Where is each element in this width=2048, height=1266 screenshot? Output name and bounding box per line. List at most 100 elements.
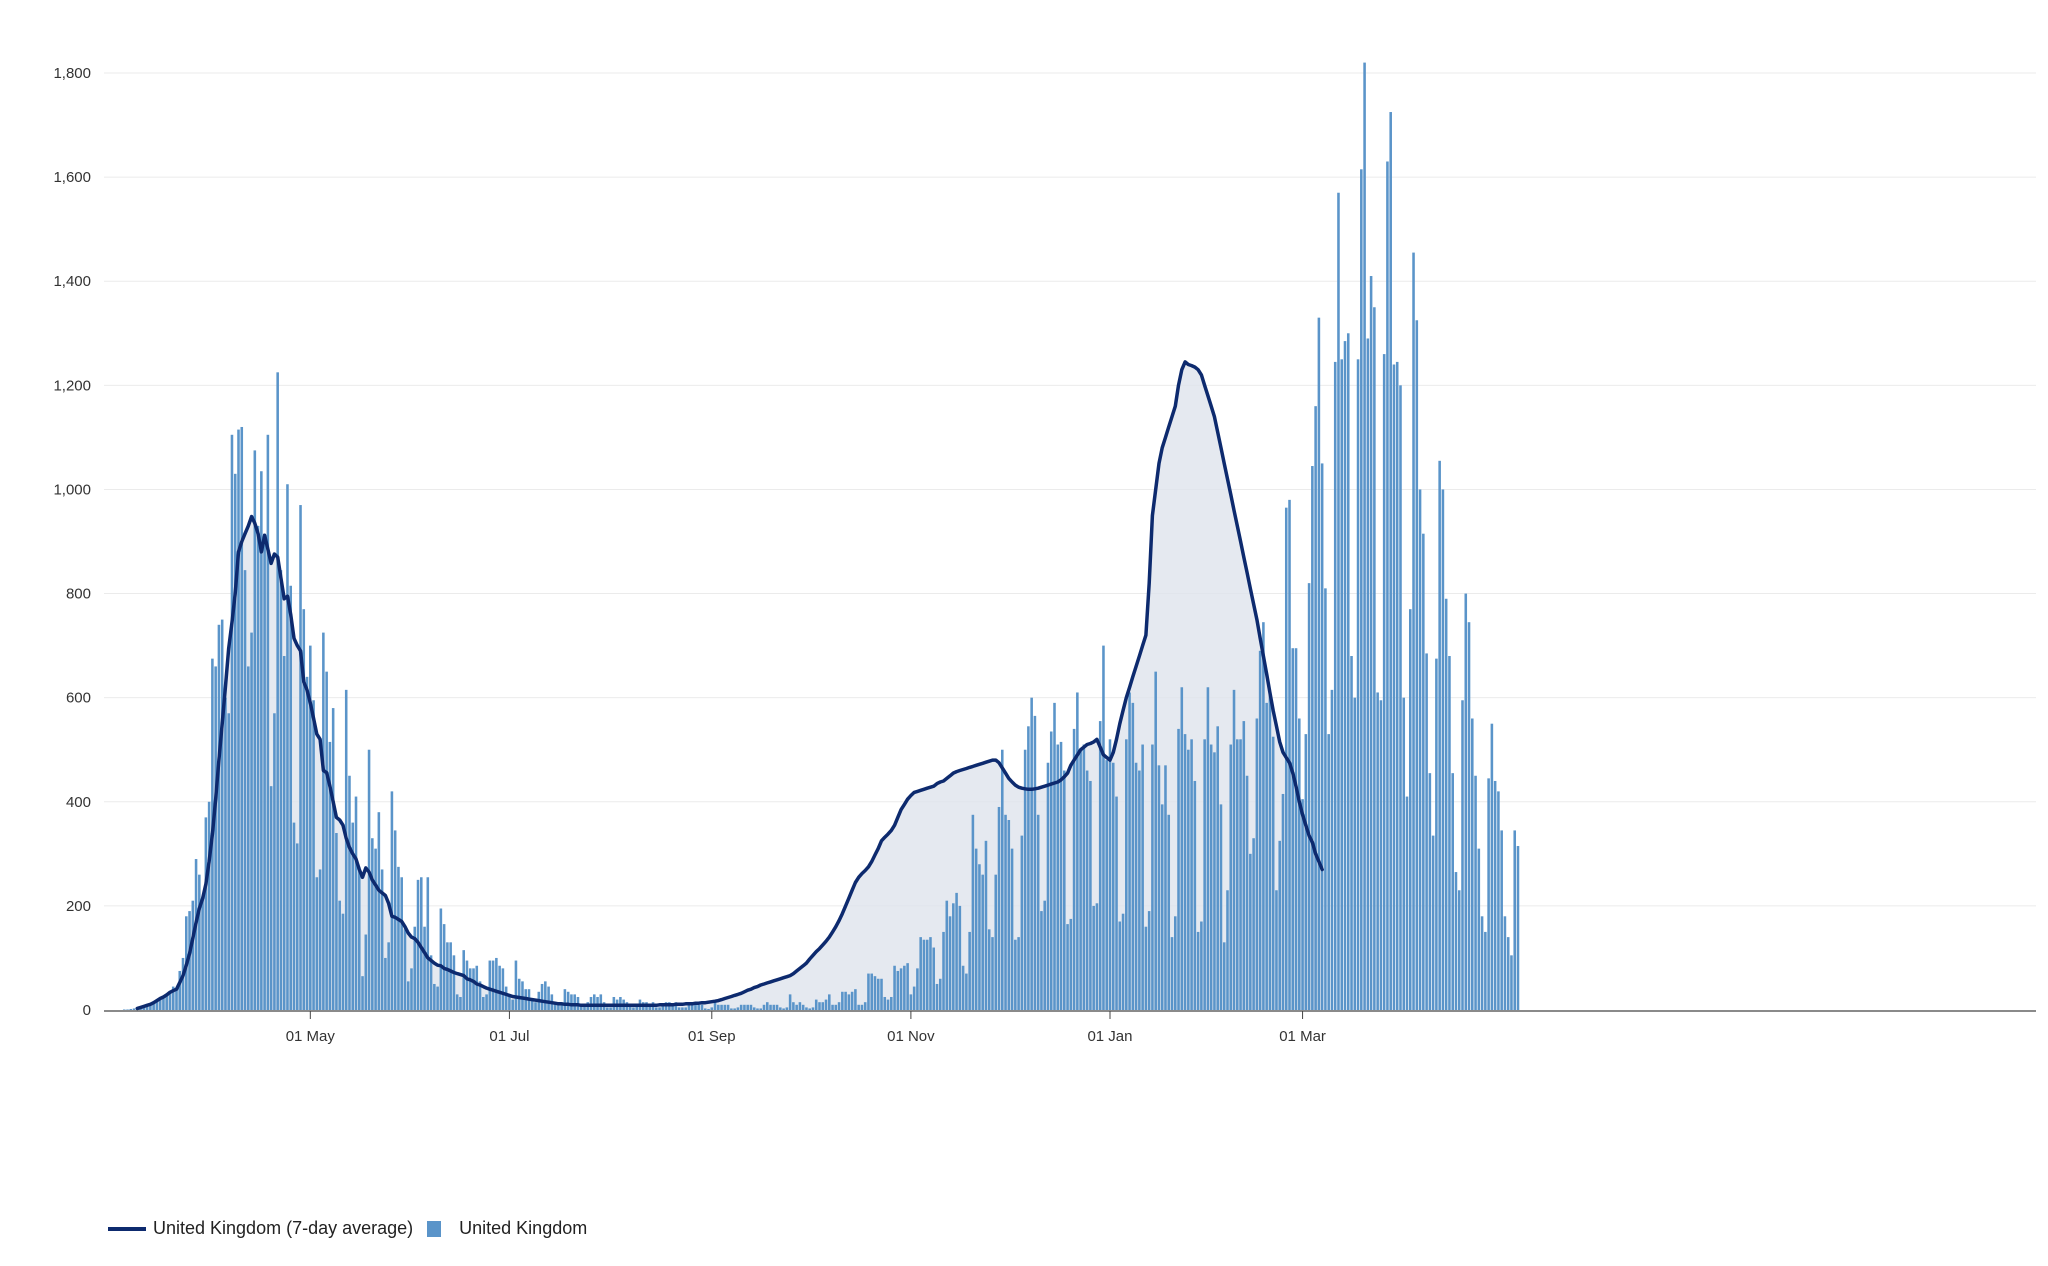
bar[interactable] [929, 937, 932, 1010]
bar[interactable] [932, 947, 936, 1010]
bar[interactable] [1487, 778, 1490, 1010]
bar[interactable] [1053, 702, 1056, 1010]
bar[interactable] [1373, 307, 1376, 1010]
bar[interactable] [517, 978, 521, 1010]
bar[interactable] [1164, 765, 1167, 1010]
bar[interactable] [684, 1007, 687, 1010]
bar[interactable] [1471, 718, 1474, 1010]
bar[interactable] [1327, 734, 1330, 1010]
bar[interactable] [566, 991, 570, 1010]
bar[interactable] [854, 989, 857, 1010]
bar[interactable] [1249, 853, 1252, 1010]
bar[interactable] [834, 1004, 838, 1010]
bar[interactable] [1232, 689, 1236, 1010]
bar[interactable] [1036, 814, 1040, 1010]
bar[interactable] [171, 986, 175, 1010]
bar[interactable] [1170, 937, 1174, 1010]
bar[interactable] [132, 1008, 136, 1010]
bar[interactable] [1281, 793, 1285, 1010]
bar[interactable] [315, 877, 319, 1010]
bar[interactable] [1154, 671, 1157, 1010]
bar[interactable] [759, 1008, 763, 1010]
bar[interactable] [1513, 830, 1517, 1010]
bar[interactable] [165, 994, 168, 1010]
bar[interactable] [1330, 689, 1334, 1010]
bar[interactable] [1288, 499, 1291, 1010]
bar[interactable] [1409, 609, 1412, 1010]
legend-item-7-day-average[interactable]: United Kingdom (7-day average) [108, 1218, 413, 1239]
bar[interactable] [994, 874, 998, 1010]
bar[interactable] [703, 1008, 707, 1010]
bar[interactable] [436, 986, 439, 1010]
bar[interactable] [273, 713, 276, 1010]
bar[interactable] [553, 1002, 557, 1010]
bar[interactable] [893, 965, 896, 1010]
bar[interactable] [560, 1002, 563, 1010]
bar[interactable] [220, 619, 224, 1010]
bar[interactable] [462, 950, 465, 1010]
bar[interactable] [279, 570, 283, 1010]
bar[interactable] [498, 965, 501, 1010]
bar[interactable] [331, 708, 335, 1010]
bar[interactable] [1252, 838, 1255, 1010]
bar[interactable] [126, 1009, 129, 1010]
bar[interactable] [694, 1004, 697, 1010]
line-series-7-day-average[interactable] [135, 360, 1324, 1011]
bar[interactable] [397, 866, 400, 1010]
bar[interactable] [798, 1002, 802, 1010]
bar[interactable] [1147, 911, 1151, 1010]
bar[interactable] [468, 968, 472, 1010]
bar[interactable] [805, 1007, 808, 1010]
bar[interactable] [465, 960, 469, 1010]
bar[interactable] [743, 1004, 746, 1010]
bar[interactable] [1043, 900, 1046, 1010]
bar[interactable] [844, 991, 847, 1010]
bar[interactable] [201, 898, 204, 1010]
bar[interactable] [1095, 903, 1099, 1010]
bar[interactable] [217, 624, 221, 1010]
bar[interactable] [175, 989, 178, 1010]
bar[interactable] [152, 1002, 155, 1010]
bar[interactable] [247, 666, 250, 1010]
bar[interactable] [1265, 702, 1268, 1010]
bar[interactable] [1379, 700, 1383, 1010]
bar[interactable] [1102, 645, 1105, 1010]
bar[interactable] [403, 929, 407, 1010]
bar[interactable] [890, 996, 893, 1010]
bar[interactable] [351, 822, 355, 1010]
bar[interactable] [1014, 939, 1017, 1010]
bar[interactable] [299, 505, 302, 1010]
bar[interactable] [1115, 796, 1118, 1010]
bar[interactable] [1209, 744, 1213, 1010]
bar[interactable] [1180, 687, 1184, 1010]
bar[interactable] [263, 533, 266, 1010]
bar[interactable] [1497, 791, 1500, 1010]
bar[interactable] [1144, 926, 1148, 1010]
bar[interactable] [991, 937, 994, 1010]
bar[interactable] [952, 903, 955, 1010]
bar[interactable] [1076, 692, 1079, 1010]
bar[interactable] [1069, 918, 1073, 1010]
bar[interactable] [433, 983, 436, 1010]
bar[interactable] [919, 937, 922, 1010]
bar[interactable] [965, 973, 968, 1010]
bar[interactable] [857, 1004, 860, 1010]
bar[interactable] [374, 848, 377, 1010]
bar[interactable] [1304, 734, 1308, 1010]
bar[interactable] [1049, 731, 1053, 1011]
bar[interactable] [1089, 780, 1092, 1010]
bar[interactable] [1079, 749, 1082, 1010]
bar[interactable] [488, 960, 492, 1010]
bar[interactable] [426, 877, 430, 1010]
bar[interactable] [984, 840, 988, 1010]
bar[interactable] [1027, 726, 1030, 1010]
bar[interactable] [841, 991, 844, 1010]
bar[interactable] [1056, 744, 1060, 1010]
bar[interactable] [593, 994, 596, 1010]
bar[interactable] [1258, 650, 1262, 1010]
bar[interactable] [145, 1004, 149, 1010]
bar[interactable] [723, 1004, 727, 1010]
bar[interactable] [344, 689, 348, 1010]
bar[interactable] [828, 994, 831, 1010]
bar[interactable] [1422, 533, 1425, 1010]
